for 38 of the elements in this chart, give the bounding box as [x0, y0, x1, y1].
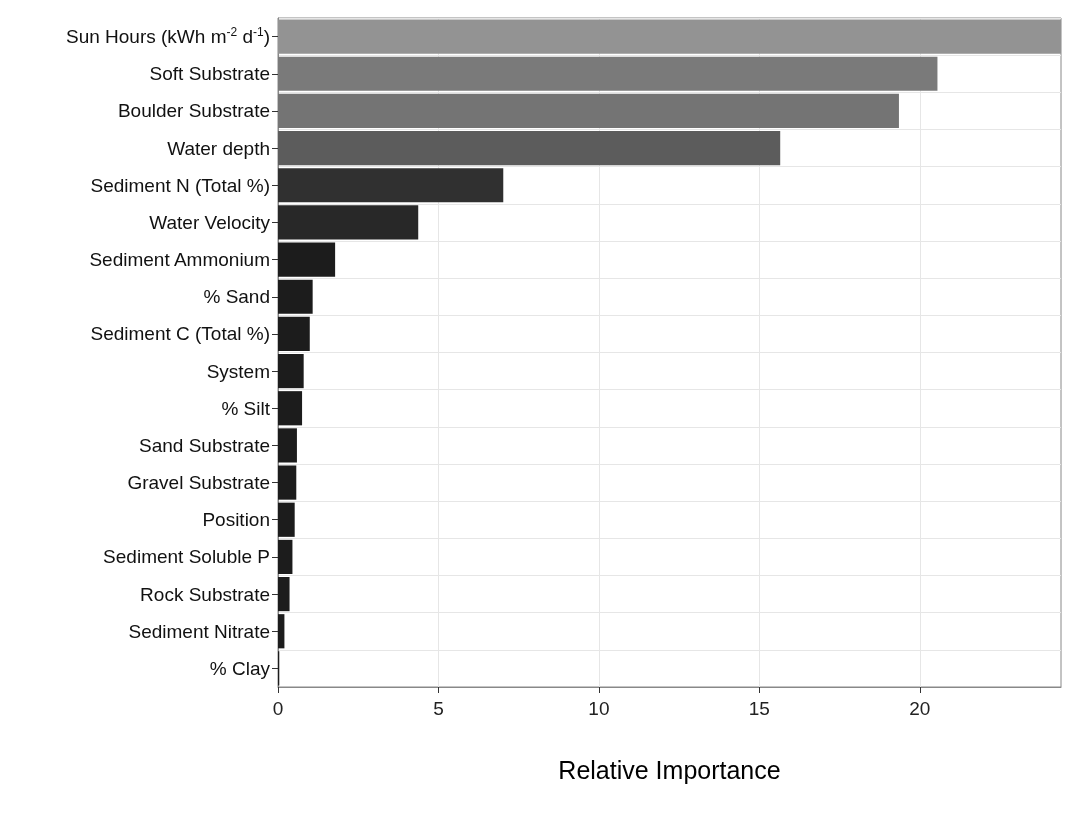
bar — [278, 428, 297, 463]
bar — [278, 502, 295, 537]
bar — [278, 56, 938, 91]
bar — [278, 391, 303, 426]
bar — [278, 279, 313, 314]
x-axis-title: Relative Importance — [558, 755, 781, 784]
y-tick-label: Soft Substrate — [149, 63, 270, 85]
x-tick-label: 20 — [909, 698, 931, 719]
y-tick-label: % Silt — [221, 397, 271, 419]
y-tick-label: Boulder Substrate — [117, 100, 270, 122]
bar — [278, 614, 285, 649]
bar — [278, 93, 899, 129]
bar — [278, 316, 310, 352]
y-tick-label: System — [206, 360, 270, 382]
x-tick-label: 15 — [748, 698, 770, 719]
y-tick-label: Sediment C (Total %) — [90, 323, 270, 345]
y-tick-label: % Clay — [209, 657, 271, 679]
bar — [278, 576, 290, 612]
y-tick-label: Sediment Soluble P — [103, 546, 270, 568]
bar — [278, 242, 336, 277]
y-tick-label: % Sand — [203, 286, 270, 308]
y-tick-label: Sediment N (Total %) — [90, 174, 270, 196]
y-tick-label: Water depth — [167, 137, 270, 159]
y-tick-label: Sand Substrate — [139, 434, 270, 456]
y-tick-label: Rock Substrate — [140, 583, 270, 605]
y-tick-label: Sediment Ammonium — [89, 249, 270, 271]
bar — [278, 539, 293, 575]
y-tick-label: Position — [202, 509, 270, 531]
bar — [278, 353, 304, 389]
y-tick-label: Sediment Nitrate — [128, 620, 270, 642]
y-tick-label: Gravel Substrate — [127, 472, 270, 494]
x-tick-label: 10 — [588, 698, 610, 719]
y-tick-label: Sun Hours (kWh m$^{-2}$ d$^{-1}$) — [65, 24, 270, 49]
x-tick-label: 0 — [272, 698, 284, 719]
bar — [278, 465, 297, 500]
y-tick-label: Water Velocity — [149, 211, 271, 233]
x-tick-label: 5 — [433, 698, 444, 719]
bar — [278, 130, 781, 166]
